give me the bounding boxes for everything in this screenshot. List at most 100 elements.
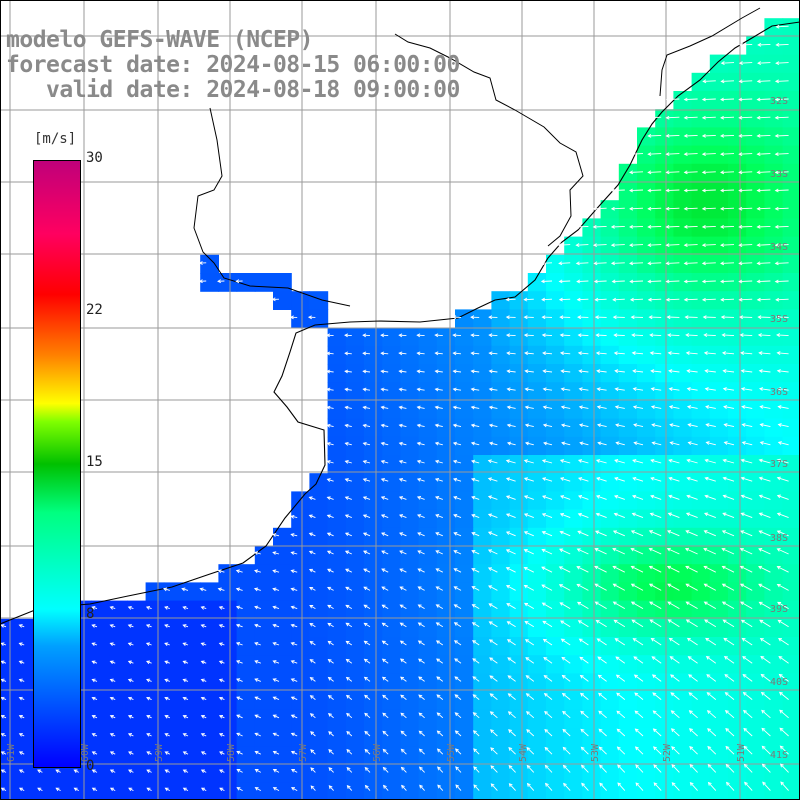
wind-arrow	[723, 405, 735, 409]
wind-arrow	[740, 601, 753, 609]
wind-arrow	[487, 531, 498, 537]
wind-arrow	[632, 638, 644, 646]
wind-speed-cell	[382, 564, 401, 583]
wind-arrow	[524, 423, 534, 428]
wind-arrow	[435, 514, 443, 519]
wind-arrow	[739, 315, 753, 320]
wind-speed-cell	[327, 527, 347, 547]
wind-speed-cell	[655, 618, 674, 638]
wind-arrow	[505, 549, 516, 555]
wind-arrow	[381, 586, 389, 591]
wind-speed-cell	[782, 509, 800, 529]
wind-arrow	[18, 624, 25, 628]
wind-arrow	[668, 476, 680, 482]
wind-arrow	[182, 751, 189, 755]
wind-arrow	[345, 604, 353, 609]
wind-arrow	[218, 733, 225, 737]
wind-speed-cell	[728, 637, 747, 656]
wind-speed-cell	[382, 527, 401, 547]
wind-speed-cell	[345, 764, 365, 784]
wind-speed-cell	[764, 291, 784, 310]
wind-arrow	[685, 619, 698, 628]
wind-speed-cell	[455, 673, 474, 693]
wind-arrow	[290, 696, 298, 701]
wind-arrow	[758, 387, 771, 391]
wind-arrow	[524, 639, 535, 646]
wind-speed-cell	[764, 782, 784, 800]
wind-speed-cell	[673, 145, 693, 165]
wind-speed-cell	[782, 382, 800, 401]
wind-speed-cell	[618, 564, 638, 583]
wind-speed-cell	[400, 509, 420, 529]
wind-arrow	[743, 745, 753, 755]
wind-arrow	[576, 565, 589, 573]
wind-speed-cell	[746, 709, 765, 729]
wind-speed-cell	[691, 600, 711, 620]
wind-speed-cell	[527, 527, 547, 547]
wind-arrow	[741, 423, 753, 428]
wind-arrow	[380, 496, 389, 500]
wind-arrow	[434, 441, 443, 446]
wind-arrow	[382, 712, 389, 719]
wind-speed-cell	[564, 418, 583, 438]
wind-arrow	[630, 583, 644, 591]
wind-speed-cell	[273, 655, 292, 674]
wind-arrow	[685, 601, 698, 609]
wind-speed-cell	[182, 709, 201, 729]
wind-speed-cell	[564, 491, 583, 511]
wind-speed-cell	[436, 673, 456, 693]
wind-arrow	[629, 170, 644, 175]
wind-speed-cell	[436, 582, 456, 602]
wind-speed-cell	[709, 54, 729, 74]
wind-speed-cell	[473, 473, 492, 492]
wind-speed-cell	[491, 436, 511, 456]
wind-speed-cell	[637, 782, 656, 800]
wind-speed-cell	[291, 746, 310, 765]
wind-speed-cell	[691, 309, 711, 329]
wind-arrow	[399, 532, 407, 537]
wind-arrow	[454, 676, 462, 682]
wind-arrow	[218, 660, 225, 665]
wind-speed-cell	[618, 782, 638, 800]
wind-speed-cell	[473, 527, 492, 547]
wind-arrow	[558, 584, 571, 591]
wind-arrow	[725, 781, 735, 791]
wind-speed-cell	[564, 673, 583, 693]
wind-speed-cell	[418, 746, 438, 765]
wind-arrow	[471, 568, 480, 573]
wind-speed-cell	[546, 491, 565, 511]
wind-speed-cell	[709, 564, 729, 583]
wind-arrow	[649, 512, 662, 519]
wind-speed-cell	[655, 236, 674, 256]
wind-arrow	[722, 494, 735, 500]
wind-arrow	[489, 441, 498, 446]
wind-arrow	[488, 387, 498, 392]
wind-arrow	[362, 460, 371, 464]
wind-arrow	[0, 769, 7, 773]
wind-speed-cell	[345, 728, 365, 747]
colorbar-unit: [m/s]	[34, 131, 77, 147]
wind-speed-cell	[473, 345, 492, 365]
wind-speed-cell	[218, 673, 238, 693]
colorbar-tick-8: 8	[86, 606, 95, 622]
wind-speed-cell	[218, 782, 238, 800]
wind-arrow	[725, 727, 735, 737]
wind-arrow	[721, 351, 735, 355]
wind-speed-cell	[491, 782, 511, 800]
lat-label: 40S	[770, 677, 788, 688]
wind-speed-cell	[345, 436, 365, 456]
wind-speed-cell	[546, 273, 565, 292]
wind-speed-cell	[782, 163, 800, 183]
wind-arrow	[381, 622, 389, 628]
wind-speed-cell	[345, 782, 365, 800]
wind-speed-cell	[455, 746, 474, 765]
wind-arrow	[560, 620, 571, 628]
wind-speed-cell	[473, 618, 492, 638]
wind-speed-cell	[582, 273, 602, 292]
wind-arrow	[471, 513, 480, 519]
wind-arrow	[127, 733, 134, 737]
wind-arrow	[758, 476, 771, 482]
wind-speed-cell	[709, 637, 729, 656]
wind-arrow	[434, 333, 443, 338]
wind-speed-cell	[728, 200, 747, 219]
